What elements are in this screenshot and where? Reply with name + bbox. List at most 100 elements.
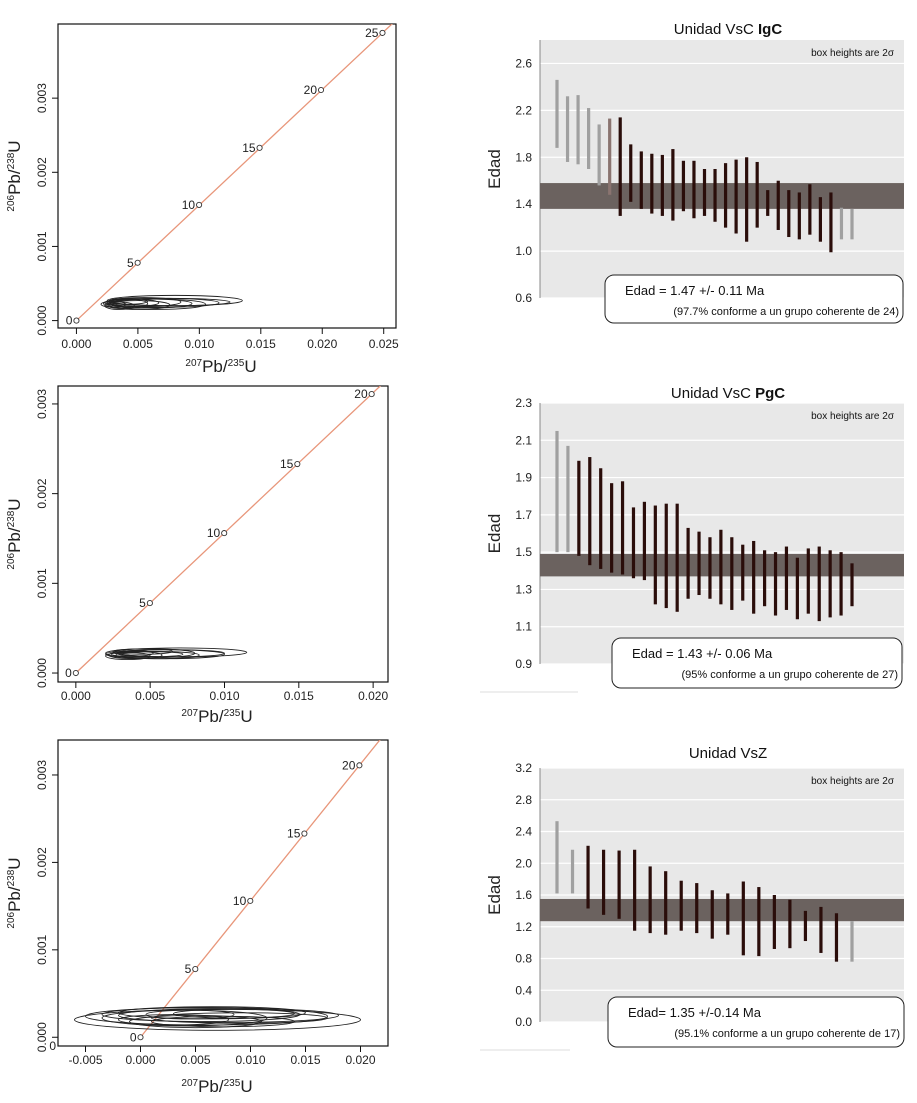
error-ellipse bbox=[119, 649, 225, 658]
chart-title: Unidad VsZ bbox=[689, 745, 767, 762]
y-tick-label: 2.8 bbox=[515, 793, 532, 807]
error-ellipse bbox=[118, 1006, 306, 1020]
y-axis-label: 206Pb/238U bbox=[5, 498, 24, 569]
concordia-age-marker bbox=[192, 966, 199, 973]
x-axis-label-text: 207Pb/235U bbox=[185, 357, 256, 376]
x-axis-label-part-1: Pb/ bbox=[198, 1077, 224, 1096]
age-error-bar bbox=[719, 529, 723, 605]
age-error-bar bbox=[850, 208, 854, 240]
y-tick-label: 0.003 bbox=[35, 389, 49, 419]
age-error-bar bbox=[555, 79, 559, 148]
plot-area bbox=[75, 24, 393, 322]
age-error-bar bbox=[745, 157, 749, 242]
age-error-bar bbox=[610, 483, 614, 573]
x-tick-label: 0.010 bbox=[235, 1053, 265, 1067]
concordia-age-marker bbox=[256, 144, 263, 151]
x-tick-label: 0.025 bbox=[369, 337, 399, 351]
age-error-bar bbox=[577, 460, 581, 556]
concordia-age-label: 20 bbox=[342, 758, 356, 772]
age-error-bar bbox=[797, 192, 801, 240]
concordia-plot-2: 0 5 10 15 20 0.000 0.005 0.010 0.015 0.020 0.000 0.… bbox=[5, 385, 389, 726]
concordia-age-label: 15 bbox=[280, 457, 294, 471]
y-axis-label-text: 206Pb/238U bbox=[5, 498, 24, 569]
y-axis-label-part-3: U bbox=[5, 140, 24, 152]
x-axis-label-part-0: 207 bbox=[181, 708, 198, 719]
age-error-bar bbox=[834, 913, 839, 962]
x-axis-label-part-2: 235 bbox=[224, 708, 241, 719]
age-error-bar bbox=[817, 546, 821, 622]
concordia-age-marker bbox=[196, 201, 203, 208]
age-error-bar bbox=[766, 190, 770, 216]
y-tick-label: 0.002 bbox=[35, 478, 49, 508]
age-error-bar bbox=[734, 159, 738, 234]
y-axis-label-text: 206Pb/238U bbox=[5, 140, 24, 211]
x-axis-label-part-1: Pb/ bbox=[202, 357, 228, 376]
concordia-plot-1: 0 5 10 15 20 25 0.000 0.005 0.010 0.015 0.020 0.025… bbox=[5, 23, 399, 376]
age-error-bar bbox=[806, 548, 810, 614]
y-tick-label: 3.2 bbox=[515, 761, 532, 775]
y-axis-label-part-1: Pb/ bbox=[5, 527, 24, 553]
result-age: Edad= 1.35 +/-0.14 Ma bbox=[628, 1005, 762, 1020]
concordia-age-marker bbox=[379, 29, 386, 36]
age-error-bar bbox=[650, 153, 654, 214]
x-axis-label-part-3: U bbox=[240, 1077, 252, 1096]
y-tick-label: 0.8 bbox=[515, 952, 532, 966]
age-error-bar bbox=[566, 445, 570, 553]
age-plot-2: 0.9 1.1 1.3 1.5 1.7 1.9 2.1 2.3 Edad Unidad VsC P… bbox=[485, 385, 904, 689]
chart-title-plain: Unidad VsC bbox=[671, 385, 755, 402]
y-tick-label: 0.002 bbox=[35, 157, 49, 187]
y-tick-label: 0.000 bbox=[35, 1022, 49, 1052]
x-tick-label: 0.005 bbox=[123, 337, 153, 351]
y-axis-label-part-3: U bbox=[5, 498, 24, 510]
chart-title-plain: Unidad VsZ bbox=[689, 745, 767, 762]
y-tick-label: 1.7 bbox=[515, 508, 532, 522]
result-box bbox=[611, 637, 903, 689]
age-error-bar bbox=[679, 880, 683, 931]
y-tick-label: 0.000 bbox=[35, 658, 49, 688]
x-axis-label: 207Pb/235U bbox=[185, 357, 256, 376]
age-error-bar bbox=[601, 849, 606, 915]
age-error-bar bbox=[726, 893, 730, 935]
concordia-age-label: 10 bbox=[207, 526, 221, 540]
box-height-note: box heights are 2σ bbox=[811, 411, 895, 422]
x-axis-label-part-3: U bbox=[240, 707, 252, 726]
concordia-age-marker bbox=[137, 1034, 144, 1041]
age-error-bar bbox=[586, 845, 590, 909]
plot-background bbox=[540, 40, 904, 298]
result-coherence: (95% conforme a un grupo coherente de 27… bbox=[682, 669, 898, 681]
age-error-bar bbox=[633, 849, 637, 931]
age-plot-3: 0.0 0.4 0.8 1.2 1.6 2.0 2.4 2.8 3.2 Edad Unidad Vs… bbox=[485, 745, 905, 1048]
x-axis-label: 207Pb/235U bbox=[181, 707, 252, 726]
x-tick-label: 0.000 bbox=[61, 689, 91, 703]
concordia-age-label: 10 bbox=[233, 894, 247, 908]
chart-title-bold: IgC bbox=[758, 21, 782, 38]
y-tick-label: 2.4 bbox=[515, 825, 532, 839]
x-axis-label-part-3: U bbox=[244, 357, 256, 376]
x-axis-label-text: 207Pb/235U bbox=[181, 707, 252, 726]
result-box bbox=[604, 274, 904, 324]
age-error-bar bbox=[839, 552, 843, 616]
y-axis-label: Edad bbox=[485, 514, 504, 554]
age-error-bar bbox=[570, 849, 575, 894]
y-tick-label: 2.3 bbox=[515, 396, 532, 410]
age-error-bar bbox=[681, 160, 686, 212]
x-tick-label: -0.005 bbox=[68, 1053, 102, 1067]
y-axis-label-part-0: 206 bbox=[6, 911, 17, 928]
error-ellipse bbox=[151, 1015, 295, 1028]
x-axis-label-part-0: 207 bbox=[185, 358, 202, 369]
result-age: Edad = 1.47 +/- 0.11 Ma bbox=[625, 283, 765, 298]
x-tick-label: 0.020 bbox=[307, 337, 337, 351]
error-ellipse bbox=[173, 1008, 295, 1019]
age-error-bar bbox=[710, 890, 714, 939]
x-axis-label-part-2: 235 bbox=[228, 358, 245, 369]
y-tick-label: 1.2 bbox=[515, 920, 532, 934]
y-axis-label-part-3: U bbox=[5, 857, 24, 869]
age-error-bar bbox=[803, 910, 808, 942]
y-tick-label: 2.0 bbox=[515, 856, 532, 870]
age-error-bar bbox=[692, 160, 696, 219]
y-tick-label: 2.1 bbox=[515, 433, 532, 447]
error-ellipse bbox=[111, 651, 184, 658]
x-tick-label: 0.015 bbox=[290, 1053, 320, 1067]
age-error-bar bbox=[819, 906, 823, 953]
